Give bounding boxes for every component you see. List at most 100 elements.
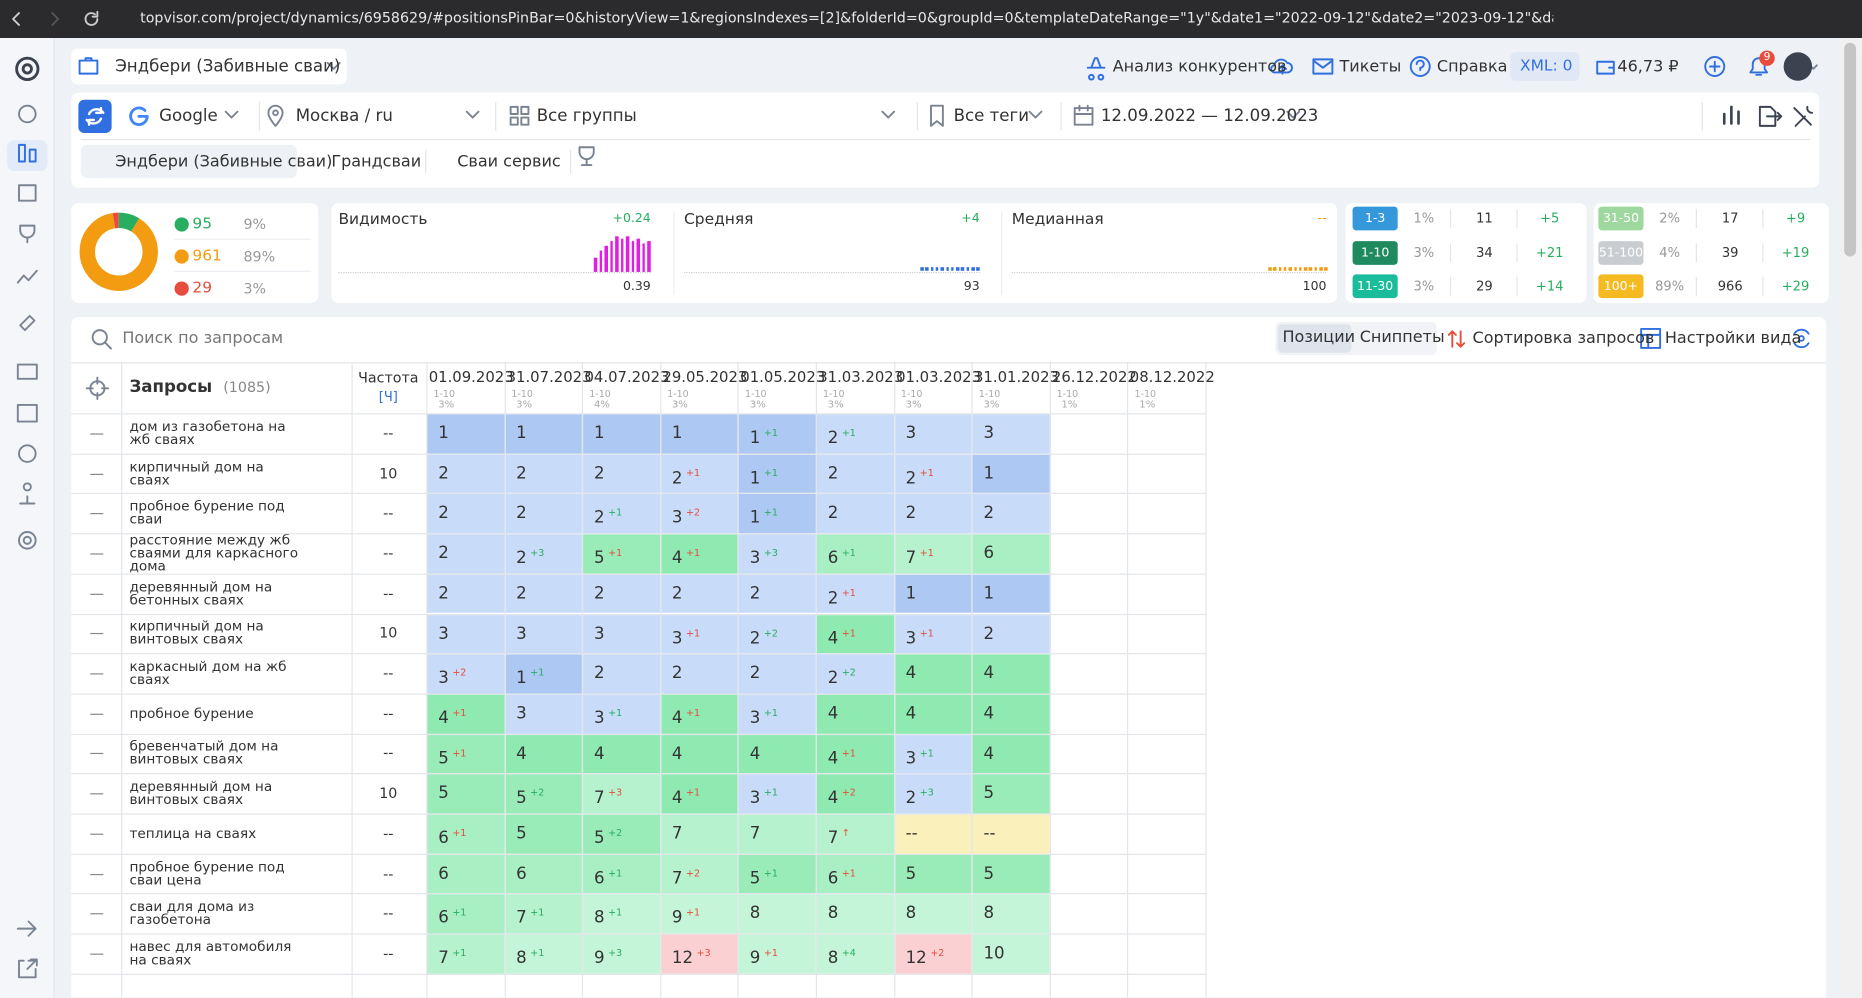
position-cell[interactable]: 5	[505, 814, 583, 854]
project-select[interactable]: Эндбери (Забивные сваи)	[115, 57, 341, 76]
position-cell[interactable]: 2	[583, 574, 660, 614]
position-cell[interactable]: 4	[894, 654, 972, 694]
position-cell[interactable]: 5 +2	[583, 814, 660, 854]
position-cell[interactable]: 3 +1	[739, 774, 816, 814]
position-cell[interactable]: 1	[661, 414, 738, 454]
position-cell[interactable]: 2	[972, 494, 1050, 534]
date-header[interactable]: 31.07.2023	[506, 367, 592, 386]
position-cell[interactable]: 1 +1	[739, 414, 816, 454]
position-cell[interactable]: 1	[505, 414, 583, 454]
position-cell[interactable]: 3 +2	[427, 654, 505, 694]
date-header[interactable]: 31.01.2023	[973, 367, 1059, 386]
position-cell[interactable]: 3	[894, 414, 972, 454]
query[interactable]: деревянный дом на бетонных сваях	[129, 577, 273, 608]
date-header[interactable]: 01.05.2023	[740, 367, 826, 386]
date-range[interactable]: 12.09.2022 — 12.09.2023	[1100, 106, 1319, 126]
position-cell[interactable]: 3 +1	[894, 734, 972, 774]
position-cell[interactable]: 2 +1	[894, 454, 972, 494]
position-cell[interactable]: 3	[427, 614, 505, 654]
position-cell[interactable]: 6 +1	[427, 894, 505, 934]
position-cell[interactable]: 2	[817, 454, 894, 494]
region-select[interactable]: Москва / ru	[295, 106, 393, 126]
position-cell[interactable]: 7	[661, 814, 738, 854]
position-cell[interactable]: 3 +1	[661, 614, 738, 654]
url[interactable]: topvisor.com/project/dynamics/6958629/#p…	[140, 9, 1553, 27]
logo[interactable]	[14, 56, 40, 82]
position-cell[interactable]: 5	[972, 774, 1050, 814]
position-cell[interactable]: 2	[505, 454, 583, 494]
position-cell[interactable]: 4 +1	[817, 734, 894, 774]
position-cell[interactable]: 2 +3	[505, 534, 583, 574]
project-tab[interactable]: Грандсваи	[331, 152, 422, 171]
tags-select[interactable]: Все теги	[953, 106, 1030, 126]
position-cell[interactable]: 3	[505, 614, 583, 654]
groups-select[interactable]: Все группы	[536, 106, 637, 126]
position-cell[interactable]: 8	[739, 894, 816, 934]
position-cell[interactable]: 1	[972, 574, 1050, 614]
position-cell[interactable]: 2	[817, 494, 894, 534]
position-cell[interactable]: 9 +1	[661, 894, 738, 934]
position-cell[interactable]: 2	[583, 454, 660, 494]
date-header[interactable]: 01.03.2023	[896, 367, 982, 386]
query[interactable]: навес для автомобиля на сваях	[129, 938, 292, 968]
position-cell[interactable]: 1 +1	[739, 454, 816, 494]
balance[interactable]: 46,73 ₽	[1617, 57, 1679, 76]
position-cell[interactable]: --	[972, 814, 1050, 854]
position-cell[interactable]: 4	[972, 654, 1050, 694]
position-cell[interactable]: 7 +1	[505, 894, 583, 934]
position-cell[interactable]: 9 +1	[739, 934, 816, 974]
competitors-link[interactable]: Анализ конкурентов	[1112, 57, 1287, 76]
position-cell[interactable]: 4 +1	[427, 694, 505, 734]
position-cell[interactable]: 2 +1	[583, 494, 660, 534]
position-cell[interactable]: 8 +4	[817, 934, 894, 974]
position-cell[interactable]: 5	[427, 774, 505, 814]
query[interactable]: бревенчатый дом на винтовых сваях	[129, 737, 279, 768]
position-cell[interactable]: 5 +1	[739, 854, 816, 894]
date-header[interactable]: 29.05.2023	[662, 367, 748, 386]
position-cell[interactable]: 1	[972, 454, 1050, 494]
search-input[interactable]: Поиск по запросам	[122, 328, 284, 348]
position-cell[interactable]: 3 +1	[739, 694, 816, 734]
position-cell[interactable]: 6	[427, 854, 505, 894]
query[interactable]: дом из газобетона на жб сваях	[129, 417, 286, 448]
position-cell[interactable]: 5	[894, 854, 972, 894]
view-settings[interactable]: Настройки вида	[1664, 328, 1802, 348]
position-cell[interactable]: 6 +1	[583, 854, 660, 894]
date-header[interactable]: 26.12.2022	[1051, 367, 1137, 386]
position-cell[interactable]: 8 +1	[505, 934, 583, 974]
position-cell[interactable]: 7	[739, 814, 816, 854]
date-header[interactable]: 01.09.2023	[428, 367, 514, 386]
position-cell[interactable]: 7 +1	[427, 934, 505, 974]
position-cell[interactable]: 7 +3	[583, 774, 660, 814]
sidebar-icons[interactable]	[16, 104, 38, 556]
date-header[interactable]: 08.12.2022	[1129, 367, 1215, 386]
position-cell[interactable]: 2	[505, 494, 583, 534]
position-cell[interactable]: 2 +1	[661, 454, 738, 494]
project-tab[interactable]: Сваи сервис	[457, 152, 561, 171]
position-cell[interactable]: 1 +1	[739, 494, 816, 534]
position-cell[interactable]: 4 +1	[817, 614, 894, 654]
position-cell[interactable]: 5 +1	[583, 534, 660, 574]
scrollbar-thumb[interactable]	[1844, 42, 1857, 257]
avatar[interactable]	[1783, 52, 1813, 81]
position-cell[interactable]: 1	[583, 414, 660, 454]
position-cell[interactable]: 2	[427, 494, 505, 534]
freq-mode[interactable]: [Ч]	[378, 388, 398, 405]
position-cell[interactable]: 4	[583, 734, 660, 774]
sidebar-bottom[interactable]	[16, 918, 38, 980]
position-cell[interactable]: 2	[894, 494, 972, 534]
position-cell[interactable]: 12 +2	[894, 934, 972, 974]
position-cell[interactable]: 2	[583, 654, 660, 694]
position-cell[interactable]: 2	[427, 534, 505, 574]
query[interactable]: пробное бурение под сваи цена	[129, 858, 285, 888]
query[interactable]: расстояние между жб сваями для каркасног…	[129, 531, 299, 575]
position-cell[interactable]: 8	[894, 894, 972, 934]
position-cell[interactable]: 2	[661, 574, 738, 614]
position-cell[interactable]: 7 +2	[661, 854, 738, 894]
position-cell[interactable]: 6 +1	[817, 534, 894, 574]
position-cell[interactable]: 3	[583, 614, 660, 654]
query[interactable]: сваи для дома из газобетона	[129, 898, 255, 928]
sort-button[interactable]: Сортировка запросов	[1472, 328, 1655, 348]
position-cell[interactable]: 5 +1	[427, 734, 505, 774]
position-cell[interactable]: 4 +1	[661, 694, 738, 734]
